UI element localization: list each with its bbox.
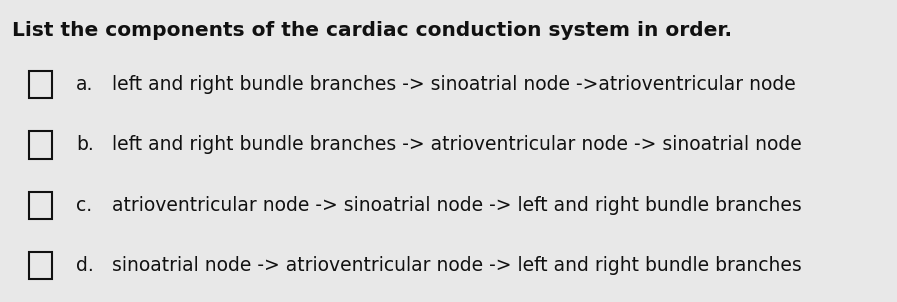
Text: sinoatrial node -> atrioventricular node -> left and right bundle branches: sinoatrial node -> atrioventricular node… (112, 256, 802, 275)
Bar (29, 131, 51, 159)
Text: atrioventricular node -> sinoatrial node -> left and right bundle branches: atrioventricular node -> sinoatrial node… (112, 196, 802, 215)
Bar (29, 252, 51, 279)
Bar (29, 192, 51, 219)
Text: d.: d. (76, 256, 94, 275)
Text: c.: c. (76, 196, 92, 215)
Text: a.: a. (76, 75, 93, 94)
Text: left and right bundle branches -> atrioventricular node -> sinoatrial node: left and right bundle branches -> atriov… (112, 136, 802, 154)
Bar (29, 71, 51, 98)
Text: List the components of the cardiac conduction system in order.: List the components of the cardiac condu… (12, 21, 732, 40)
Text: b.: b. (76, 136, 94, 154)
Text: left and right bundle branches -> sinoatrial node ->atrioventricular node: left and right bundle branches -> sinoat… (112, 75, 796, 94)
